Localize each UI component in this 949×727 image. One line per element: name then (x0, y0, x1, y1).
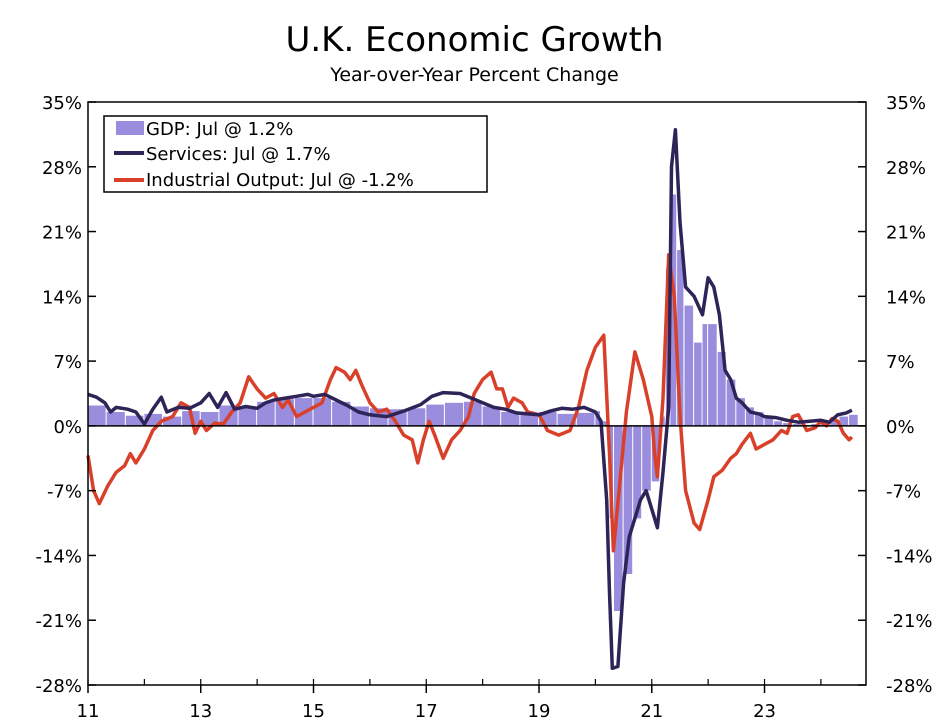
axes: 35% 35% 28% 28% 21% 21% 14% 14% 7% 7% 0% 0% -7% -7% -1… (35, 93, 932, 722)
series-lines (86, 128, 854, 671)
gdp-bar (106, 412, 125, 426)
x-tick-label: 19 (528, 701, 551, 722)
x-tick-label: 13 (189, 701, 212, 722)
industrial-output-line (86, 252, 854, 553)
x-tick-label: 21 (640, 701, 663, 722)
gdp-bar (633, 425, 642, 519)
gdp-bar (745, 407, 754, 426)
y-tick-label-right: -14% (886, 546, 933, 567)
x-tick-label: 15 (302, 701, 325, 722)
gdp-bar (754, 412, 764, 426)
gdp-bar (125, 415, 144, 426)
gdp-bar (501, 412, 520, 426)
gdp-bar (792, 424, 802, 426)
legend-label-industrial: Industrial Output: Jul @ -1.2% (146, 170, 414, 191)
gdp-bar (163, 416, 182, 426)
y-tick-label-right: -28% (886, 676, 933, 697)
y-tick-label-left: 21% (42, 223, 82, 244)
gdp-bar (520, 412, 538, 426)
gdp-bar (717, 351, 726, 426)
legend-label-services: Services: Jul @ 1.7% (146, 144, 331, 165)
plot-frame (87, 101, 867, 686)
y-tick-label-left: 35% (42, 93, 82, 114)
y-tick-label-left: 0% (53, 417, 82, 438)
y-tick-label-right: -7% (886, 482, 921, 503)
legend-box (103, 115, 488, 193)
services-line (87, 128, 853, 671)
gdp-bar (736, 398, 745, 426)
y-tick-label-right: 0% (886, 417, 915, 438)
gdp-bar (482, 406, 501, 426)
gdp-bar (764, 418, 774, 426)
gdp-bar (677, 250, 684, 426)
gdp-bar (88, 405, 106, 426)
y-tick-label-left: 7% (53, 352, 82, 373)
x-tick-label: 23 (753, 701, 776, 722)
gdp-bar (257, 401, 275, 426)
gdp-bar (614, 425, 623, 611)
gdp-bar (702, 324, 708, 426)
gdp-bar (684, 305, 694, 426)
gdp-bar (576, 412, 595, 426)
gdp-bar (238, 406, 257, 426)
gdp-bar (774, 421, 783, 426)
y-tick-label-left: -14% (35, 546, 82, 567)
gdp-bar (830, 420, 839, 426)
y-tick-label-right: 35% (886, 93, 926, 114)
y-tick-label-right: 28% (886, 158, 926, 179)
y-tick-label-right: 14% (886, 287, 926, 308)
gdp-bar (642, 425, 651, 491)
y-tick-label-left: 14% (42, 287, 82, 308)
chart-title: U.K. Economic Growth (285, 20, 664, 60)
y-tick-label-right: -21% (886, 611, 933, 632)
y-tick-label-right: 21% (886, 223, 926, 244)
gdp-bar (426, 404, 444, 426)
y-tick-label-left: 28% (42, 158, 82, 179)
gdp-bar (849, 414, 858, 426)
gdp-bar (708, 324, 717, 426)
x-tick-label: 17 (415, 701, 438, 722)
gdp-bar (839, 416, 849, 426)
y-tick-label-left: -7% (47, 482, 82, 503)
gdp-bar (726, 379, 736, 426)
legend-label-gdp: GDP: Jul @ 1.2% (146, 119, 293, 140)
y-tick-label-left: -21% (35, 611, 82, 632)
legend-swatch-gdp (116, 121, 144, 135)
legend: GDP: Jul @ 1.2% Services: Jul @ 1.7% Ind… (103, 115, 488, 193)
gdp-bar (444, 402, 464, 426)
gdp-bar (601, 421, 609, 426)
y-tick-label-right: 7% (886, 352, 915, 373)
gdp-bar (407, 408, 426, 426)
x-tick-label: 11 (77, 701, 100, 722)
gdp-bar (783, 423, 792, 426)
chart-subtitle: Year-over-Year Percent Change (330, 64, 619, 86)
gdp-bar (623, 425, 633, 574)
gdp-bar (694, 342, 702, 426)
y-tick-label-left: -28% (35, 676, 82, 697)
gdp-bar (332, 401, 351, 426)
